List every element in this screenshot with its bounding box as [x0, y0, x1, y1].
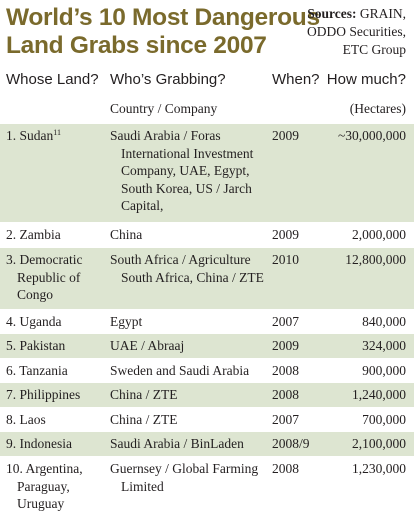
cell-land: 3. Democratic Republic of Congo: [6, 252, 83, 302]
cell-grabber: China / ZTE: [110, 412, 178, 427]
cell-grabber: Sweden and Saudi Arabia: [110, 363, 250, 378]
cell-when: 2008: [272, 387, 299, 402]
cell-when: 2008/9: [272, 436, 310, 451]
table-header-row: Whose Land? Who’s Grabbing? When? How mu…: [0, 69, 414, 95]
cell-when: 2009: [272, 128, 299, 143]
title-line-2: Land Grabs since 2007: [6, 32, 267, 59]
cell-hectares: 1,230,000: [352, 461, 406, 476]
table-row: 1. Sudan11 Saudi Arabia / Foras Internat…: [0, 123, 414, 222]
sources-credit: Sources: GRAIN, ODDO Securities, ETC Gro…: [307, 5, 406, 59]
cell-land: 9. Indonesia: [6, 436, 72, 451]
cell-grabber: Saudi Arabia / Foras International Inves…: [110, 128, 254, 213]
cell-when: 2007: [272, 314, 299, 329]
table-row: 7. Philippines China / ZTE 2008 1,240,00…: [0, 382, 414, 407]
cell-land: 2. Zambia: [6, 227, 61, 242]
cell-hectares: 900,000: [362, 363, 406, 378]
table-subheader-row: Country / Company (Hectares): [0, 95, 414, 123]
cell-hectares: 700,000: [362, 412, 406, 427]
table-row: 5. Pakistan UAE / Abraaj 2009 324,000: [0, 333, 414, 358]
table-row: 3. Democratic Republic of Congo South Af…: [0, 247, 414, 309]
header-whos-grabbing: Who’s Grabbing?: [110, 71, 226, 88]
table-row: 6. Tanzania Sweden and Saudi Arabia 2008…: [0, 358, 414, 382]
header-whose-land: Whose Land?: [6, 71, 99, 88]
cell-when: 2007: [272, 412, 299, 427]
cell-when: 2008: [272, 363, 299, 378]
header-how-much: How much?: [326, 71, 406, 88]
cell-grabber: China: [110, 227, 143, 242]
cell-land: 10. Argentina, Paraguay, Uruguay: [6, 461, 83, 511]
cell-grabber: South Africa / Agriculture South Africa,…: [110, 252, 264, 285]
cell-hectares: 2,100,000: [352, 436, 406, 451]
table-row: 8. Laos China / ZTE 2007 700,000: [0, 407, 414, 431]
cell-when: 2010: [272, 252, 299, 267]
cell-grabber: Egypt: [110, 314, 143, 329]
table-row: 10. Argentina, Paraguay, Uruguay Guernse…: [0, 456, 414, 517]
cell-when: 2009: [272, 338, 299, 353]
cell-land: 8. Laos: [6, 412, 46, 427]
cell-land: 4. Uganda: [6, 314, 62, 329]
source-grain: GRAIN,: [359, 6, 406, 21]
cell-land: 1. Sudan11: [6, 128, 61, 143]
source-etc: ETC Group: [342, 42, 406, 57]
cell-hectares: 12,800,000: [345, 252, 406, 267]
cell-grabber: Guernsey / Global Farming Limited: [110, 461, 259, 494]
subheader-hectares: (Hectares): [349, 101, 406, 116]
subheader-country-company: Country / Company: [110, 101, 218, 116]
source-oddo: ODDO Securities,: [307, 24, 406, 39]
header-when: When?: [272, 71, 320, 88]
table-row: 2. Zambia China 2009 2,000,000: [0, 222, 414, 247]
cell-when: 2009: [272, 227, 299, 242]
cell-grabber: Saudi Arabia / BinLaden: [110, 436, 244, 451]
table-row: 4. Uganda Egypt 2007 840,000: [0, 309, 414, 333]
sources-label: Sources:: [307, 6, 357, 21]
cell-hectares: 1,240,000: [352, 387, 406, 402]
cell-hectares: 2,000,000: [352, 227, 406, 242]
title-line-1: World’s 10 Most Dangerous: [6, 4, 320, 31]
cell-land: 5. Pakistan: [6, 338, 66, 353]
cell-hectares: ~30,000,000: [337, 128, 406, 143]
cell-land: 6. Tanzania: [6, 363, 68, 378]
cell-grabber: China / ZTE: [110, 387, 178, 402]
cell-land: 7. Philippines: [6, 387, 81, 402]
page-title: World’s 10 Most Dangerous Land Grabs sin…: [6, 4, 320, 60]
table-row: 9. Indonesia Saudi Arabia / BinLaden 200…: [0, 431, 414, 456]
land-grabs-table: Whose Land? Who’s Grabbing? When? How mu…: [0, 69, 414, 517]
footnote-marker: 11: [53, 128, 61, 137]
cell-when: 2008: [272, 461, 299, 476]
cell-hectares: 324,000: [362, 338, 406, 353]
cell-hectares: 840,000: [362, 314, 406, 329]
cell-grabber: UAE / Abraaj: [110, 338, 185, 353]
